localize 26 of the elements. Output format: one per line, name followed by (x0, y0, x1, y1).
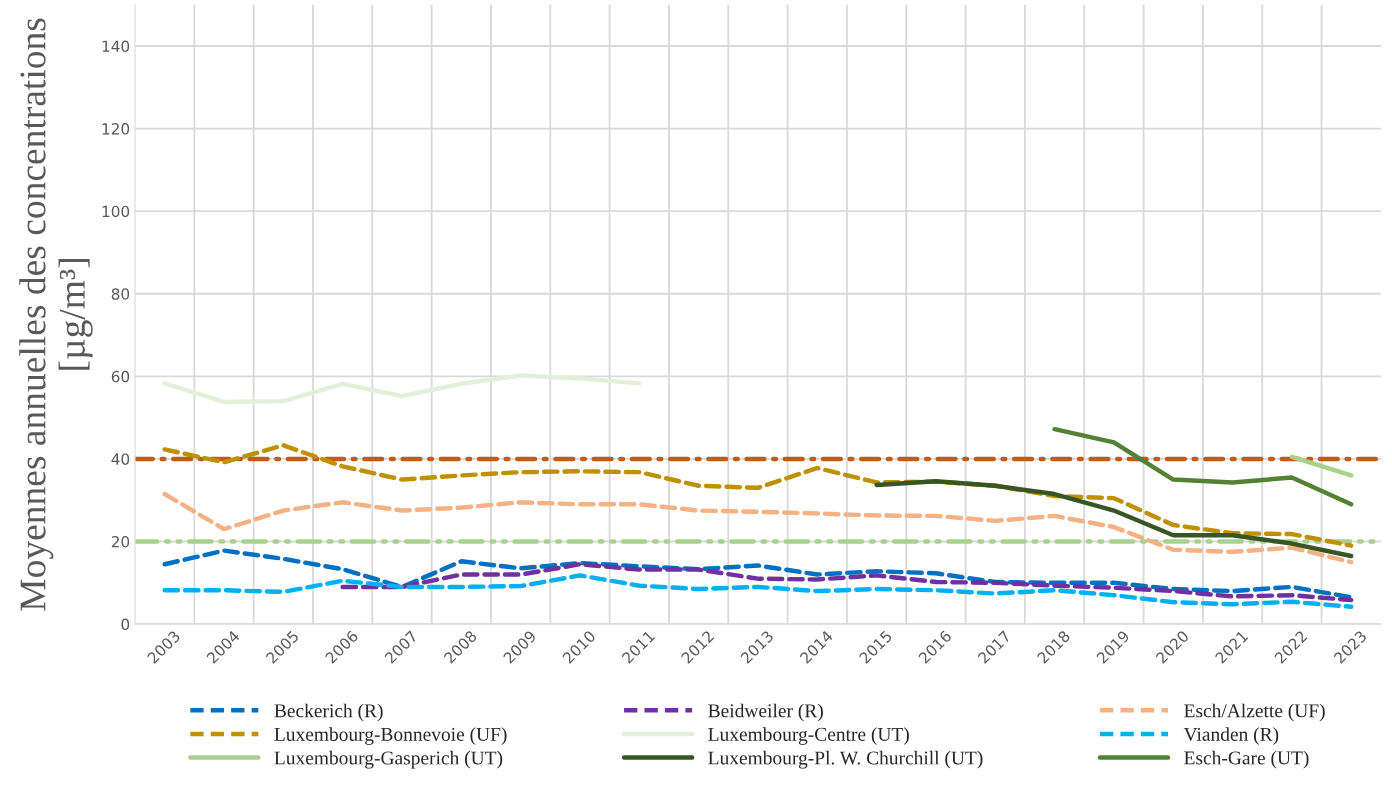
legend-label: Luxembourg-Gasperich (UT) (274, 750, 503, 769)
y-tick-label: 0 (121, 618, 130, 631)
legend-label: Vianden (R) (1183, 727, 1279, 745)
y-tick-label: 40 (111, 453, 130, 465)
legend-label: Luxembourg-Bonnevoie (UF) (274, 727, 507, 745)
line-series (1052, 426, 1354, 507)
line-series (162, 548, 1354, 600)
line-series (162, 373, 642, 405)
y-tick-label: 60 (111, 370, 130, 383)
y-tick-label: 80 (111, 288, 130, 300)
y-axis-title: Moyennes annuelles des concentrations [µg/m³] (19, 18, 93, 611)
y-tick-label: 100 (102, 205, 130, 218)
legend-label: Beckerich (R) (274, 703, 383, 722)
legend-label: Beidweiler (R) (708, 703, 823, 722)
line-series (162, 573, 1354, 609)
y-tick-label: 20 (111, 535, 130, 548)
line-series (874, 479, 1354, 559)
y-tick-label: 120 (102, 123, 130, 135)
line-series (162, 491, 1354, 565)
legend-label: Luxembourg-Centre (UT) (708, 727, 909, 745)
y-tick-label: 140 (102, 40, 130, 53)
line-series (162, 443, 1354, 548)
line-series (340, 562, 1354, 603)
legend-label: Esch-Gare (UT) (1184, 750, 1309, 769)
legend-label: Esch/Alzette (UF) (1184, 703, 1325, 722)
legend-label: Luxembourg-Pl. W. Churchill (UT) (708, 750, 983, 769)
